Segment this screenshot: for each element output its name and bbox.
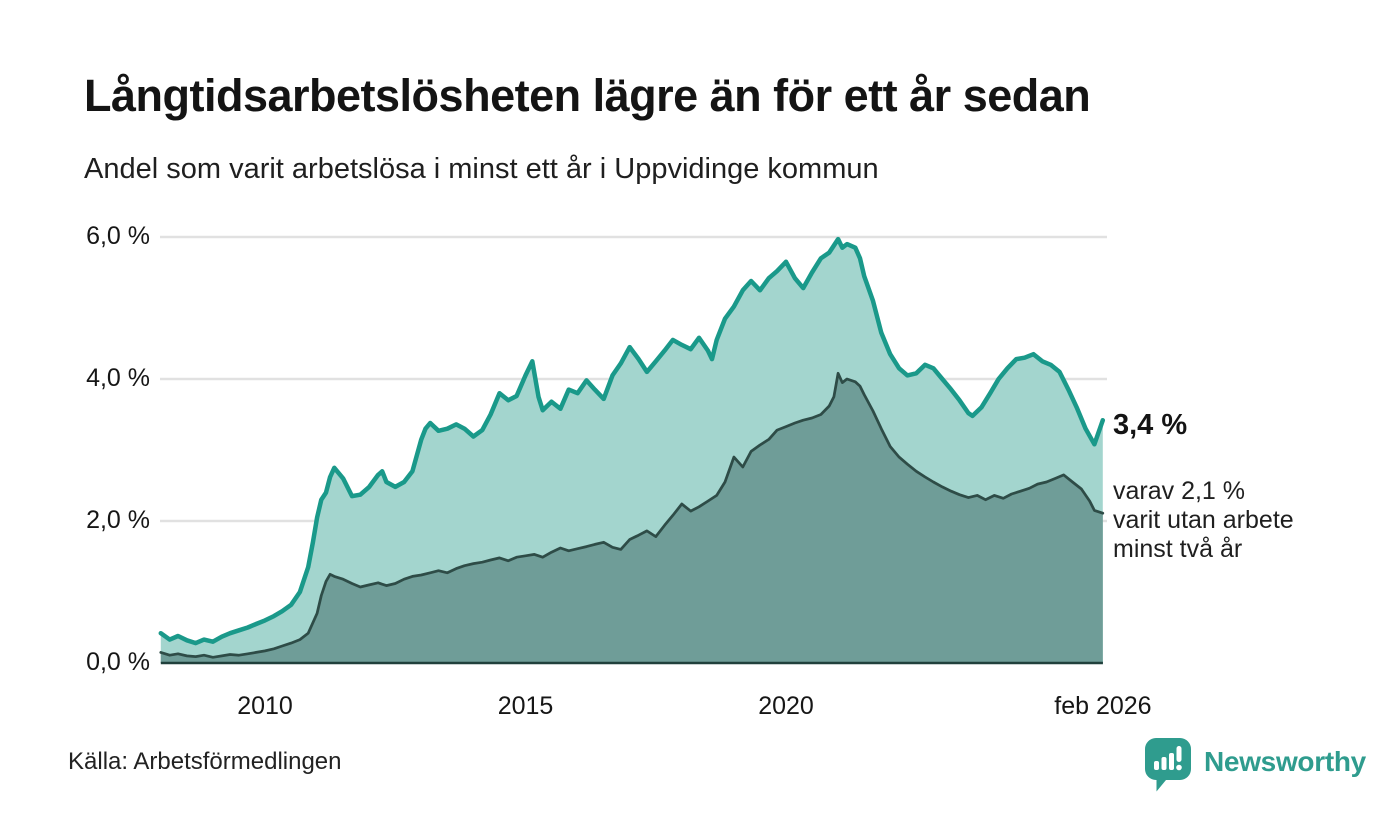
secondary-annotation-line3: minst två år — [1113, 535, 1243, 563]
y-axis-tick-label: 0,0 % — [86, 648, 150, 676]
secondary-annotation: varav 2,1 % varit utan arbete minst två … — [1113, 477, 1294, 564]
newsworthy-brand: Newsworthy — [1144, 737, 1366, 793]
x-axis-tick-label: 2020 — [758, 692, 814, 720]
newsworthy-speech-bubble-bar-chart-icon — [1145, 738, 1191, 792]
secondary-annotation-line1: varav 2,1 % — [1113, 477, 1246, 505]
y-axis-tick-label: 6,0 % — [86, 222, 150, 250]
area-varav utan arbete minst två år — [160, 373, 1103, 663]
y-axis-tick-label: 2,0 % — [86, 506, 150, 534]
chart-subtitle: Andel som varit arbetslösa i minst ett å… — [84, 153, 879, 185]
y-axis-tick-label: 4,0 % — [86, 364, 150, 392]
x-axis-tick-label: 2015 — [497, 692, 554, 720]
line-varav utan arbete minst två år — [159, 371, 1105, 659]
source-credit: Källa: Arbetsförmedlingen — [68, 748, 342, 775]
page-title: Långtidsarbetslösheten lägre än för ett … — [84, 70, 1091, 121]
x-axis-tick-label: feb 2026 — [1054, 692, 1152, 720]
line-Arbetslösa minst ett år — [158, 236, 1106, 646]
x-axis-tick-label: 2010 — [237, 692, 293, 720]
newsworthy-wordmark: Newsworthy — [1204, 746, 1366, 777]
secondary-annotation-line2: varit utan arbete — [1113, 506, 1294, 534]
latest-value-label: 3,4 % — [1113, 409, 1188, 441]
